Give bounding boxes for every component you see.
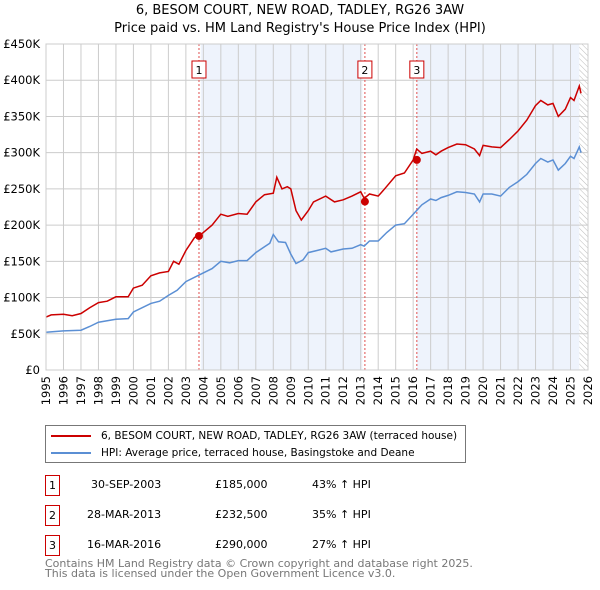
sale-marker-box <box>357 60 373 79</box>
x-tick-label: 2024 <box>546 376 560 405</box>
transaction-row: 3 16-MAR-2016 £290,000 27% ↑ HPI <box>45 535 445 556</box>
legend: 6, BESOM COURT, NEW ROAD, TADLEY, RG26 3… <box>45 425 466 463</box>
x-tick-label: 2012 <box>336 376 350 405</box>
price: £185,000 <box>215 478 268 491</box>
sale-marker-box <box>191 60 207 79</box>
copyright-text: Contains HM Land Registry data © Crown c… <box>45 557 473 570</box>
x-tick-label: 2005 <box>214 376 228 405</box>
x-tick-label: 2018 <box>441 376 455 405</box>
x-tick-label: 2015 <box>389 376 403 405</box>
x-tick-label: 2021 <box>494 376 508 405</box>
y-tick-label: £250K <box>3 182 40 196</box>
x-tick-label: 2000 <box>126 376 140 405</box>
x-tick-label: 1995 <box>39 376 53 405</box>
x-tick-label: 1998 <box>91 376 105 405</box>
y-tick-label: £350K <box>3 109 40 123</box>
marker-badge: 2 <box>45 505 60 526</box>
price: £232,500 <box>215 508 268 521</box>
series-line <box>45 83 582 318</box>
transaction-row: 2 28-MAR-2013 £232,500 35% ↑ HPI <box>45 505 445 526</box>
sale-marker-label: 3 <box>413 64 420 77</box>
hpi-change: 35% ↑ HPI <box>312 508 371 521</box>
x-tick-label: 2013 <box>354 376 368 405</box>
ownership-shade <box>200 44 363 370</box>
y-tick-label: £50K <box>11 327 41 341</box>
x-tick-label: 1997 <box>74 376 88 405</box>
date: 30-SEP-2003 <box>91 478 162 491</box>
sale-point <box>360 197 369 206</box>
x-tick-label: 2023 <box>529 376 543 405</box>
x-tick-label: 2026 <box>581 376 595 405</box>
y-tick-label: £450K <box>3 37 40 51</box>
chart-subtitle: Price paid vs. HM Land Registry's House … <box>114 21 486 36</box>
sale-marker-box <box>409 60 425 79</box>
y-tick-label: £150K <box>3 254 40 268</box>
legend-hpi: HPI: Average price, terraced house, Basi… <box>101 447 415 459</box>
y-tick-label: £300K <box>3 146 40 160</box>
x-tick-label: 2019 <box>459 376 473 405</box>
sale-marker-label: 1 <box>195 64 202 77</box>
transaction-row: 1 30-SEP-2003 £185,000 43% ↑ HPI <box>45 475 445 496</box>
date: 28-MAR-2013 <box>87 508 162 521</box>
x-tick-label: 2014 <box>371 376 385 405</box>
x-tick-label: 2017 <box>424 376 438 405</box>
x-tick-label: 2011 <box>319 376 333 405</box>
x-tick-label: 2022 <box>511 376 525 405</box>
x-tick-label: 2004 <box>196 376 210 405</box>
x-tick-label: 2010 <box>301 376 315 405</box>
marker-badge: 3 <box>45 535 60 556</box>
series-line <box>45 144 582 334</box>
chart-title: 6, BESOM COURT, NEW ROAD, TADLEY, RG26 3… <box>135 3 465 18</box>
price-chart: 1995 1996 1997 1998 1999 2000 2001 2002 2003 2004… <box>3 37 595 405</box>
future-hatch <box>579 44 588 370</box>
ownership-shade <box>416 44 580 370</box>
marker-badge: 1 <box>45 475 60 496</box>
x-tick-label: 2020 <box>476 376 490 405</box>
date: 16-MAR-2016 <box>87 538 162 551</box>
x-tick-label: 2006 <box>231 376 245 405</box>
x-tick-label: 1996 <box>56 376 70 405</box>
legend-property: 6, BESOM COURT, NEW ROAD, TADLEY, RG26 3… <box>101 430 458 442</box>
x-tick-label: 2001 <box>144 376 158 405</box>
legend-swatch-hpi <box>51 452 91 454</box>
x-tick-label: 2025 <box>564 376 578 405</box>
x-tick-label: 2009 <box>284 376 298 405</box>
x-tick-label: 2008 <box>266 376 280 405</box>
sale-point <box>194 231 203 240</box>
y-tick-label: £100K <box>3 291 40 305</box>
sale-marker-label: 2 <box>361 64 368 77</box>
x-tick-label: 2002 <box>161 376 175 405</box>
hpi-change: 27% ↑ HPI <box>312 538 371 551</box>
x-tick-label: 2007 <box>249 376 263 405</box>
plot-frame <box>45 43 589 371</box>
sale-point <box>412 155 421 164</box>
licence-text: This data is licensed under the Open Gov… <box>45 567 396 580</box>
x-tick-label: 1999 <box>109 376 123 405</box>
x-tick-label: 2016 <box>406 376 420 405</box>
y-tick-label: £200K <box>3 218 40 232</box>
y-tick-label: £400K <box>3 73 40 87</box>
footer: Contains HM Land Registry data © Crown c… <box>45 557 473 580</box>
legend-swatch-property <box>51 435 91 437</box>
x-tick-label: 2003 <box>179 376 193 405</box>
price: £290,000 <box>215 538 268 551</box>
hpi-change: 43% ↑ HPI <box>312 478 371 491</box>
y-tick-label: £0 <box>25 363 40 377</box>
